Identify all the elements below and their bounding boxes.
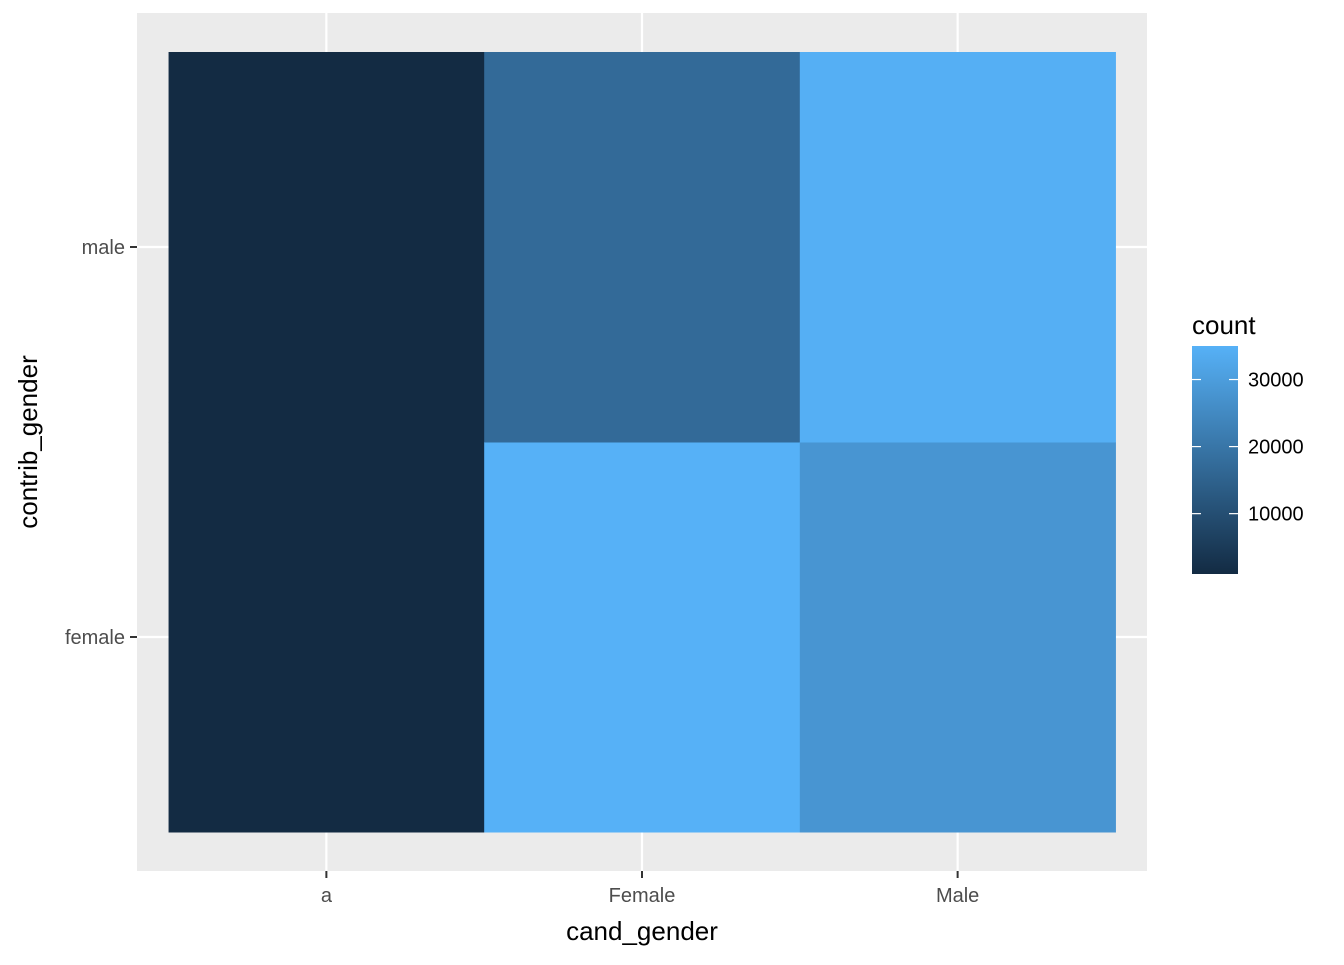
- heatmap-cell-Male-male: [799, 52, 1116, 443]
- heatmap-cell-Male-female: [799, 442, 1116, 833]
- legend-break-label: 20000: [1248, 437, 1304, 459]
- y-axis: female male: [65, 237, 137, 649]
- heatmap-cells: [168, 52, 1116, 833]
- heatmap-cell-Female-female: [484, 442, 801, 833]
- x-axis-title: cand_gender: [566, 916, 718, 946]
- legend-break-label: 10000: [1248, 504, 1304, 526]
- color-legend: count 10000 20000 30000: [1192, 310, 1304, 574]
- legend-ticks: 10000 20000 30000: [1192, 370, 1304, 526]
- heatmap-cell-a-female: [168, 442, 485, 833]
- legend-title: count: [1192, 310, 1256, 340]
- x-tick-label: Female: [609, 885, 676, 907]
- x-axis: a Female Male: [321, 871, 979, 907]
- x-tick-label: a: [321, 885, 333, 907]
- y-axis-title: contrib_gender: [13, 355, 43, 529]
- y-tick-label: male: [82, 237, 125, 259]
- legend-colorbar: [1192, 346, 1238, 574]
- heatmap-cell-Female-male: [484, 52, 801, 443]
- legend-break-label: 30000: [1248, 370, 1304, 392]
- y-tick-label: female: [65, 627, 125, 649]
- heatmap-cell-a-male: [168, 52, 485, 443]
- x-tick-label: Male: [936, 885, 979, 907]
